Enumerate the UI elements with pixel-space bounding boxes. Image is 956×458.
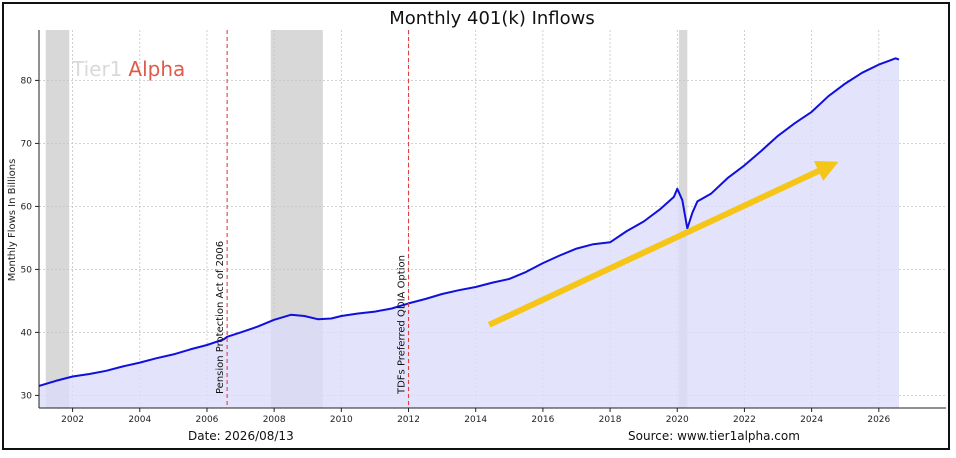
brand-logo: Tier1 Alpha [71,57,185,81]
x-tick-label: 2008 [263,415,286,425]
y-tick-label: 50 [21,265,33,275]
event-label: TDFs Preferred QDIA Option [397,255,408,395]
x-tick-label: 2012 [397,415,420,425]
logo-part1: Tier1 [71,57,122,81]
x-tick-label: 2004 [128,415,151,425]
series-line [38,57,900,387]
y-tick-label: 70 [21,139,33,149]
arrow-shaft [487,168,820,328]
footer-source: Source: www.tier1alpha.com [628,429,800,443]
event-label: Pension Protection Act of 2006 [215,241,226,394]
chart: Monthly 401(k) Inflows Pension Protectio… [7,8,946,443]
chart-title: Monthly 401(k) Inflows [389,8,595,29]
x-tick-label: 2006 [196,415,219,425]
y-tick-label: 30 [21,391,33,401]
y-tick-label: 60 [21,202,33,212]
footer-date: Date: 2026/08/13 [188,429,294,443]
x-tick-label: 2018 [599,415,622,425]
x-tick-label: 2002 [61,415,84,425]
x-tick-label: 2014 [464,415,487,425]
logo-part2: Alpha [128,57,185,81]
y-tick-label: 80 [21,76,33,86]
axes [38,30,946,409]
y-axis-ticks: 30 40 50 60 70 80 [21,76,39,401]
x-tick-label: 2010 [330,415,353,425]
x-tick-label: 2016 [531,415,554,425]
x-tick-label: 2020 [666,415,689,425]
y-tick-label: 40 [21,328,33,338]
x-axis-ticks: 2002 2004 2006 2008 2010 2012 2014 2016 2018 2020… [61,408,891,425]
event-markers: Pension Protection Act of 2006 TDFs Prefe… [215,30,410,408]
x-tick-label: 2022 [733,415,756,425]
shaded-period [45,30,70,408]
y-axis-label: Monthly Flows In Billions [7,159,18,282]
trend-arrow [487,161,839,328]
area-fill [39,58,899,409]
chart-frame: Monthly 401(k) Inflows Pension Protectio… [2,2,950,450]
x-tick-label: 2026 [867,415,890,425]
arrow-head [813,161,839,181]
x-tick-label: 2024 [800,415,823,425]
